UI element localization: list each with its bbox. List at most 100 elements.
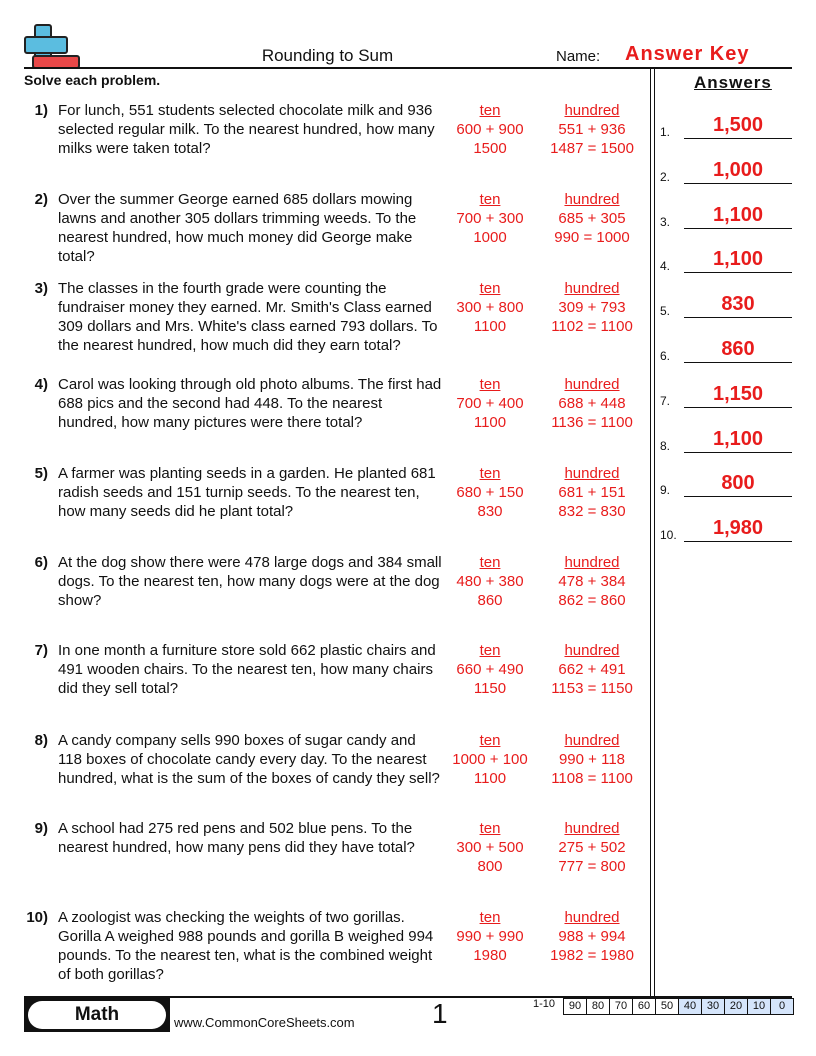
- work-line: 777 = 800: [558, 858, 626, 875]
- work-line: 300 + 800: [456, 299, 524, 316]
- answer-number: 1.: [660, 125, 671, 139]
- hundred-rounding-work: hundred 551 + 936 1487 = 1500: [537, 101, 647, 158]
- name-label: Name:: [556, 48, 601, 65]
- ten-rounding-work: ten 700 + 300 1000: [440, 190, 540, 247]
- answer-item: 9. 800: [660, 467, 795, 498]
- work-line: 1102 = 1100: [551, 318, 633, 335]
- answer-item: 1. 1,500: [660, 109, 795, 139]
- answer-item: 2. 1,000: [660, 154, 795, 184]
- website: www.CommonCoreSheets.com: [174, 1015, 355, 1030]
- work-line: 480 + 380: [456, 573, 524, 590]
- work-line: 1100: [473, 318, 507, 335]
- problem-number: 9): [34, 820, 48, 837]
- answer-line: [684, 138, 792, 139]
- ten-label: ten: [479, 465, 501, 482]
- hundred-label: hundred: [564, 191, 620, 208]
- ten-rounding-work: ten 300 + 500 800: [440, 819, 540, 876]
- answer-item: 10. 1,980: [660, 512, 795, 543]
- score-cell: 60: [633, 999, 656, 1014]
- work-line: 1150: [473, 680, 507, 697]
- hundred-label: hundred: [564, 642, 620, 659]
- answer-number: 2.: [660, 169, 671, 184]
- hundred-label: hundred: [564, 465, 620, 482]
- hundred-rounding-work: hundred 681 + 151 832 = 830: [537, 464, 647, 521]
- problem-number: 2): [34, 191, 48, 208]
- ten-label: ten: [479, 102, 501, 119]
- work-line: 309 + 793: [558, 299, 626, 316]
- ten-label: ten: [479, 280, 501, 297]
- answer-item: 5. 830: [660, 288, 795, 319]
- answer-number: 5.: [660, 304, 671, 319]
- hundred-rounding-work: hundred 478 + 384 862 = 860: [537, 553, 647, 610]
- ten-label: ten: [479, 554, 501, 571]
- work-line: 1500: [473, 140, 507, 157]
- problem-number: 5): [34, 465, 48, 482]
- problem-text: In one month a furniture store sold 662 …: [58, 642, 436, 697]
- answer-number: 8.: [660, 438, 671, 453]
- answer-value: 1,100: [712, 203, 764, 226]
- work-line: 688 + 448: [558, 395, 626, 412]
- work-line: 1000 + 100: [452, 751, 528, 768]
- score-cell: 70: [610, 999, 633, 1014]
- score-cell: 0: [771, 999, 793, 1014]
- ten-label: ten: [479, 642, 501, 659]
- work-line: 1100: [473, 770, 507, 787]
- logo-plus-icon-bar: [24, 36, 68, 54]
- header-divider: [24, 67, 792, 69]
- page-number: 1: [432, 998, 448, 1029]
- hundred-rounding-work: hundred 688 + 448 1136 = 1100: [537, 375, 647, 432]
- work-line: 830: [477, 503, 503, 520]
- answer-item: 8. 1,100: [660, 423, 795, 453]
- answer-value: 800: [721, 472, 755, 495]
- hundred-rounding-work: hundred 275 + 502 777 = 800: [537, 819, 647, 876]
- hundred-label: hundred: [564, 376, 620, 393]
- answer-value: 1,100: [712, 427, 764, 450]
- work-line: 860: [477, 592, 503, 609]
- work-line: 1487 = 1500: [550, 140, 634, 157]
- answers-heading: Answers: [694, 73, 772, 92]
- work-line: 700 + 300: [456, 210, 524, 227]
- work-line: 990 = 1000: [554, 229, 630, 246]
- work-line: 862 = 860: [558, 592, 626, 609]
- answer-value: 1,100: [712, 248, 764, 271]
- ten-rounding-work: ten 660 + 490 1150: [440, 641, 540, 698]
- answer-value: 1,500: [712, 114, 764, 136]
- ten-label: ten: [479, 820, 501, 837]
- answer-value: 830: [721, 293, 755, 316]
- problem-number: 4): [34, 376, 48, 393]
- answer-number: 10.: [660, 528, 677, 543]
- ten-label: ten: [479, 909, 501, 926]
- score-cell: 10: [748, 999, 771, 1014]
- problem-text: A candy company sells 990 boxes of sugar…: [58, 732, 440, 787]
- answer-line: [684, 272, 792, 274]
- work-line: 1108 = 1100: [551, 770, 633, 787]
- hundred-rounding-work: hundred 990 + 118 1108 = 1100: [537, 731, 647, 788]
- answer-value: 1,980: [712, 517, 764, 540]
- hundred-rounding-work: hundred 309 + 793 1102 = 1100: [537, 279, 647, 336]
- work-line: 800: [477, 858, 503, 875]
- work-line: 600 + 900: [456, 121, 524, 138]
- answer-line: [684, 451, 792, 453]
- work-line: 680 + 150: [456, 484, 524, 501]
- ten-rounding-work: ten 300 + 800 1100: [440, 279, 540, 336]
- problem-text: A school had 275 red pens and 502 blue p…: [58, 820, 415, 856]
- answer-item: 6. 860: [660, 333, 795, 363]
- work-line: 478 + 384: [558, 573, 626, 590]
- ten-rounding-work: ten 700 + 400 1100: [440, 375, 540, 432]
- work-line: 275 + 502: [558, 839, 626, 856]
- answer-value: 1,000: [712, 158, 764, 181]
- work-line: 681 + 151: [558, 484, 626, 501]
- hundred-label: hundred: [564, 909, 620, 926]
- hundred-label: hundred: [564, 280, 620, 297]
- hundred-rounding-work: hundred 662 + 491 1153 = 1150: [537, 641, 647, 698]
- work-line: 990 + 990: [456, 928, 524, 945]
- footer-divider: [24, 996, 792, 998]
- problem-text: The classes in the fourth grade were cou…: [58, 280, 438, 354]
- problem-number: 7): [34, 642, 48, 659]
- answer-number: 9.: [660, 483, 671, 498]
- work-line: 660 + 490: [456, 661, 524, 678]
- problem-text: At the dog show there were 478 large dog…: [58, 554, 442, 609]
- answer-number: 3.: [660, 214, 671, 229]
- column-divider: [650, 69, 651, 997]
